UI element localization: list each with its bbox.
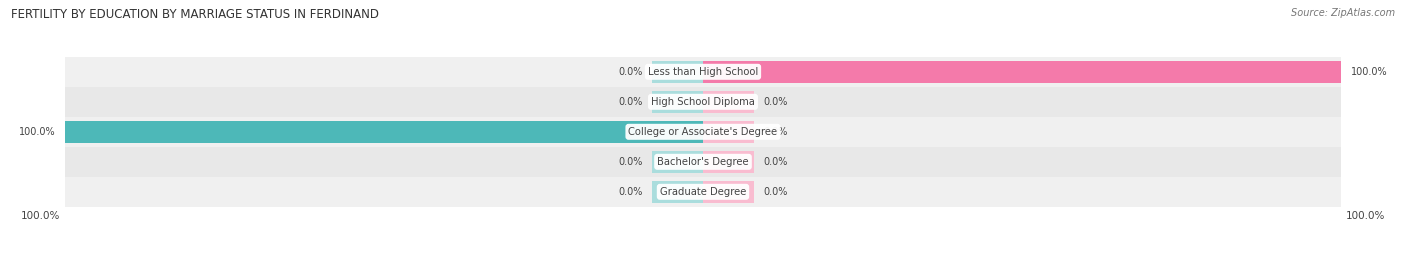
Bar: [65, 87, 1341, 117]
Text: Graduate Degree: Graduate Degree: [659, 187, 747, 197]
Text: 0.0%: 0.0%: [763, 97, 787, 107]
Text: FERTILITY BY EDUCATION BY MARRIAGE STATUS IN FERDINAND: FERTILITY BY EDUCATION BY MARRIAGE STATU…: [11, 8, 380, 21]
Text: 100.0%: 100.0%: [1346, 211, 1385, 221]
Text: 0.0%: 0.0%: [619, 67, 643, 77]
Bar: [703, 181, 754, 203]
Text: 100.0%: 100.0%: [18, 127, 55, 137]
Bar: [65, 177, 1341, 207]
Text: 0.0%: 0.0%: [619, 97, 643, 107]
Text: College or Associate's Degree: College or Associate's Degree: [628, 127, 778, 137]
Bar: [65, 121, 703, 143]
Text: High School Diploma: High School Diploma: [651, 97, 755, 107]
Bar: [65, 147, 1341, 177]
Bar: [703, 61, 1341, 83]
Text: Source: ZipAtlas.com: Source: ZipAtlas.com: [1291, 8, 1395, 18]
Text: 100.0%: 100.0%: [21, 211, 60, 221]
Bar: [703, 91, 754, 113]
Text: 0.0%: 0.0%: [619, 157, 643, 167]
Bar: [65, 117, 1341, 147]
Bar: [652, 61, 703, 83]
Text: 100.0%: 100.0%: [1351, 67, 1388, 77]
Text: 0.0%: 0.0%: [763, 127, 787, 137]
Bar: [703, 121, 754, 143]
Text: Bachelor's Degree: Bachelor's Degree: [657, 157, 749, 167]
Text: 0.0%: 0.0%: [619, 187, 643, 197]
Text: 0.0%: 0.0%: [763, 157, 787, 167]
Text: 0.0%: 0.0%: [763, 187, 787, 197]
Bar: [652, 151, 703, 173]
Bar: [65, 57, 1341, 87]
Bar: [652, 91, 703, 113]
Bar: [652, 181, 703, 203]
Bar: [703, 151, 754, 173]
Text: Less than High School: Less than High School: [648, 67, 758, 77]
